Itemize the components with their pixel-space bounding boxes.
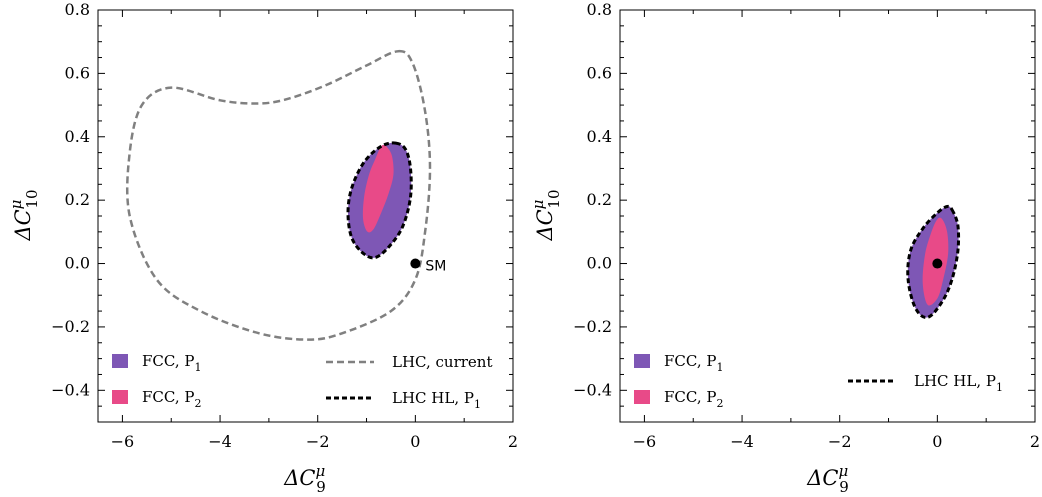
y-tick-label: 0.2	[65, 190, 90, 209]
legend-label: LHC HL, P1	[392, 389, 481, 411]
ticks	[620, 9, 1036, 423]
x-tick-label: −6	[111, 432, 135, 451]
legend-swatch	[634, 390, 650, 404]
plot-area	[906, 204, 961, 320]
legend-label: FCC, P2	[664, 388, 723, 410]
ticks	[98, 9, 514, 423]
x-tick-label: −6	[633, 432, 657, 451]
legend-label: FCC, P2	[142, 388, 201, 410]
y-tick-label: 0.8	[587, 0, 612, 19]
legend-swatch	[112, 354, 128, 368]
y-tick-label: 0.8	[65, 0, 90, 19]
contour-fcc-p2	[362, 144, 394, 233]
y-tick-label: 0.4	[65, 127, 90, 146]
x-axis-label: ΔCμ 9	[283, 462, 326, 496]
legend-label: LHC, current	[392, 353, 493, 371]
legend-swatch	[634, 354, 650, 368]
y-tick-label: 0.4	[587, 127, 612, 146]
legend-swatch	[112, 390, 128, 404]
y-tick-label: −0.4	[51, 380, 90, 399]
y-tick-label: 0.2	[587, 190, 612, 209]
x-tick-label: 2	[1030, 432, 1040, 451]
sm-point	[932, 258, 943, 269]
x-tick-label: 0	[932, 432, 942, 451]
y-tick-label: 0.6	[587, 63, 612, 82]
right-panel: −6 −4 −2 0 2 −0.4 −0.2 0.0 0.2 0.4 0.6 0.8 ΔCμ 9 ΔCμ10…	[529, 0, 1040, 496]
x-tick-label: −2	[828, 432, 852, 451]
y-tick-label: 0.0	[65, 254, 90, 273]
y-tick-label: 0.6	[65, 63, 90, 82]
legend: FCC, P1 FCC, P2 LHC HL, P1	[634, 352, 1003, 410]
y-tick-label: 0.0	[587, 254, 612, 273]
legend: FCC, P1 FCC, P2 LHC, current LHC HL, P1	[112, 352, 493, 411]
y-axis-label: ΔCμ10	[529, 189, 563, 241]
legend-label: LHC HL, P1	[914, 372, 1003, 394]
y-tick-label: −0.4	[573, 380, 612, 399]
y-tick-label: −0.2	[573, 317, 612, 336]
y-tick-label: −0.2	[51, 317, 90, 336]
legend-label: FCC, P1	[142, 352, 201, 374]
contour-lhc-hl	[906, 204, 961, 320]
plot-area	[125, 49, 432, 341]
x-tick-label: −4	[208, 432, 232, 451]
x-axis-label: ΔCμ 9	[806, 462, 849, 496]
x-tick-label: 2	[508, 432, 518, 451]
x-tick-label: 0	[410, 432, 420, 451]
contour-lhc-hl	[346, 141, 413, 260]
sm-label: SM	[425, 259, 446, 275]
left-panel: SM −6 −4 −2 0 2 −0.4 −0.2 0.0 0.2 0.4 0.6 0.8 ΔCμ 9 ΔCμ…	[7, 0, 518, 496]
y-axis-label: ΔCμ10	[7, 189, 41, 241]
x-tick-label: −4	[730, 432, 754, 451]
legend-label: FCC, P1	[664, 352, 723, 374]
sm-point	[410, 258, 421, 269]
x-tick-label: −2	[306, 432, 330, 451]
